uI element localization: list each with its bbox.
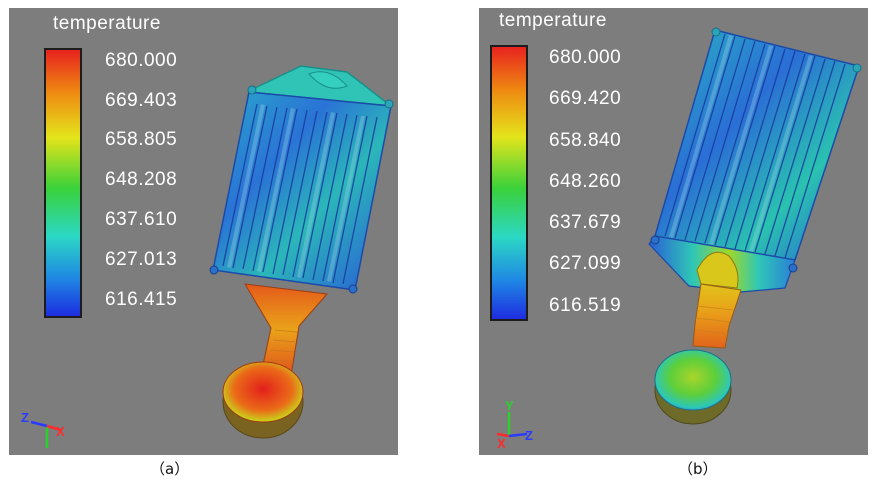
legend-title: temperature <box>53 13 161 34</box>
colorbar-tick: 669.420 <box>549 88 622 109</box>
colorbar-tick: 680.000 <box>549 47 622 68</box>
caption-a: （a） <box>150 460 190 478</box>
colorbar-tick: 658.805 <box>105 129 178 150</box>
colorbar-tick: 616.519 <box>549 295 622 316</box>
colorbar-tick: 637.679 <box>549 212 622 233</box>
colorbar-tick: 637.610 <box>105 209 178 230</box>
temperature-colorbar <box>490 45 528 321</box>
legend-title: temperature <box>499 10 607 31</box>
axis-label-x: X <box>56 424 65 439</box>
axis-label-y: Y <box>505 398 514 413</box>
colorbar-tick: 627.013 <box>105 249 178 270</box>
caption-b: （b） <box>678 460 718 478</box>
casting-model-b: Y X Z <box>496 27 862 451</box>
colorbar-tick: 648.260 <box>549 171 622 192</box>
casting-model-a: Z X <box>21 65 394 448</box>
colorbar-tick: 648.208 <box>105 169 178 190</box>
axis-label-z: Z <box>525 428 533 443</box>
colorbar-tick: 627.099 <box>549 253 622 274</box>
axis-label-x: X <box>497 436 506 451</box>
simulation-panel-b: temperature 680.000 669.420 658.840 648.… <box>479 8 868 455</box>
colorbar-tick: 669.403 <box>105 90 178 111</box>
colorbar-tick: 658.840 <box>549 130 622 151</box>
colorbar-tick: 680.000 <box>105 50 178 71</box>
temperature-colorbar <box>44 48 82 318</box>
colorbar-tick: 616.415 <box>105 289 178 310</box>
simulation-panel-a: temperature 680.000 669.403 658.805 648.… <box>9 8 398 455</box>
axis-label-z: Z <box>21 410 29 425</box>
